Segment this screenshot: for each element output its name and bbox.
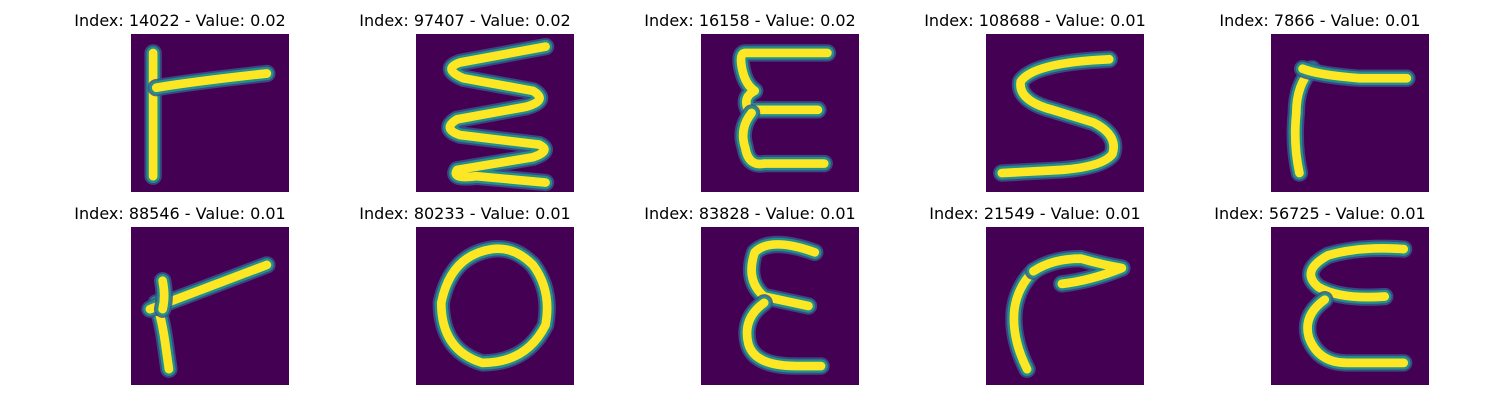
panel-title: Index: 83828 - Value: 0.01 <box>644 204 856 223</box>
image-panel: Index: 83828 - Value: 0.01 <box>600 193 900 388</box>
image-panel: Index: 56725 - Value: 0.01 <box>1170 193 1470 388</box>
character-image <box>701 34 859 192</box>
glyph-stroke <box>436 244 552 368</box>
character-image <box>131 227 289 385</box>
character-image <box>131 34 289 192</box>
glyph-stroke <box>151 69 272 93</box>
character-image <box>701 227 859 385</box>
glyph-stroke <box>445 42 550 187</box>
image-panel: Index: 97407 - Value: 0.02 <box>315 0 615 195</box>
panel-title: Index: 7866 - Value: 0.01 <box>1219 11 1421 30</box>
glyph-stroke <box>1298 64 1412 83</box>
glyph-stroke <box>1303 295 1409 368</box>
image-panel: Index: 108688 - Value: 0.01 <box>885 0 1185 195</box>
character-image <box>1271 34 1429 192</box>
character-image <box>1271 227 1429 385</box>
glyph-stroke <box>1029 254 1127 289</box>
image-panel: Index: 14022 - Value: 0.02 <box>30 0 330 195</box>
panel-title: Index: 108688 - Value: 0.01 <box>924 11 1146 30</box>
panel-title: Index: 14022 - Value: 0.02 <box>74 11 286 30</box>
panel-title: Index: 21549 - Value: 0.01 <box>929 204 1141 223</box>
panel-title: Index: 16158 - Value: 0.02 <box>644 11 856 30</box>
glyph-stroke <box>736 48 832 115</box>
glyph-stroke <box>997 54 1118 178</box>
image-panel: Index: 80233 - Value: 0.01 <box>315 193 615 388</box>
character-image <box>986 34 1144 192</box>
image-panel: Index: 7866 - Value: 0.01 <box>1170 0 1470 195</box>
character-image <box>986 227 1144 385</box>
character-image <box>416 227 574 385</box>
panel-title: Index: 56725 - Value: 0.01 <box>1214 204 1426 223</box>
panel-title: Index: 97407 - Value: 0.02 <box>359 11 571 30</box>
glyph-stroke <box>747 240 820 311</box>
panel-title: Index: 80233 - Value: 0.01 <box>359 204 571 223</box>
character-image <box>416 34 574 192</box>
glyph-stroke <box>742 298 826 371</box>
image-panel: Index: 21549 - Value: 0.01 <box>885 193 1185 388</box>
glyph-stroke <box>158 276 169 314</box>
glyph-stroke <box>738 108 829 169</box>
image-panel: Index: 88546 - Value: 0.01 <box>30 193 330 388</box>
glyph-stroke <box>1306 243 1409 302</box>
glyph-stroke <box>1290 64 1317 178</box>
panel-title: Index: 88546 - Value: 0.01 <box>74 204 286 223</box>
image-panel: Index: 16158 - Value: 0.02 <box>600 0 900 195</box>
glyph-stroke <box>1009 266 1038 374</box>
